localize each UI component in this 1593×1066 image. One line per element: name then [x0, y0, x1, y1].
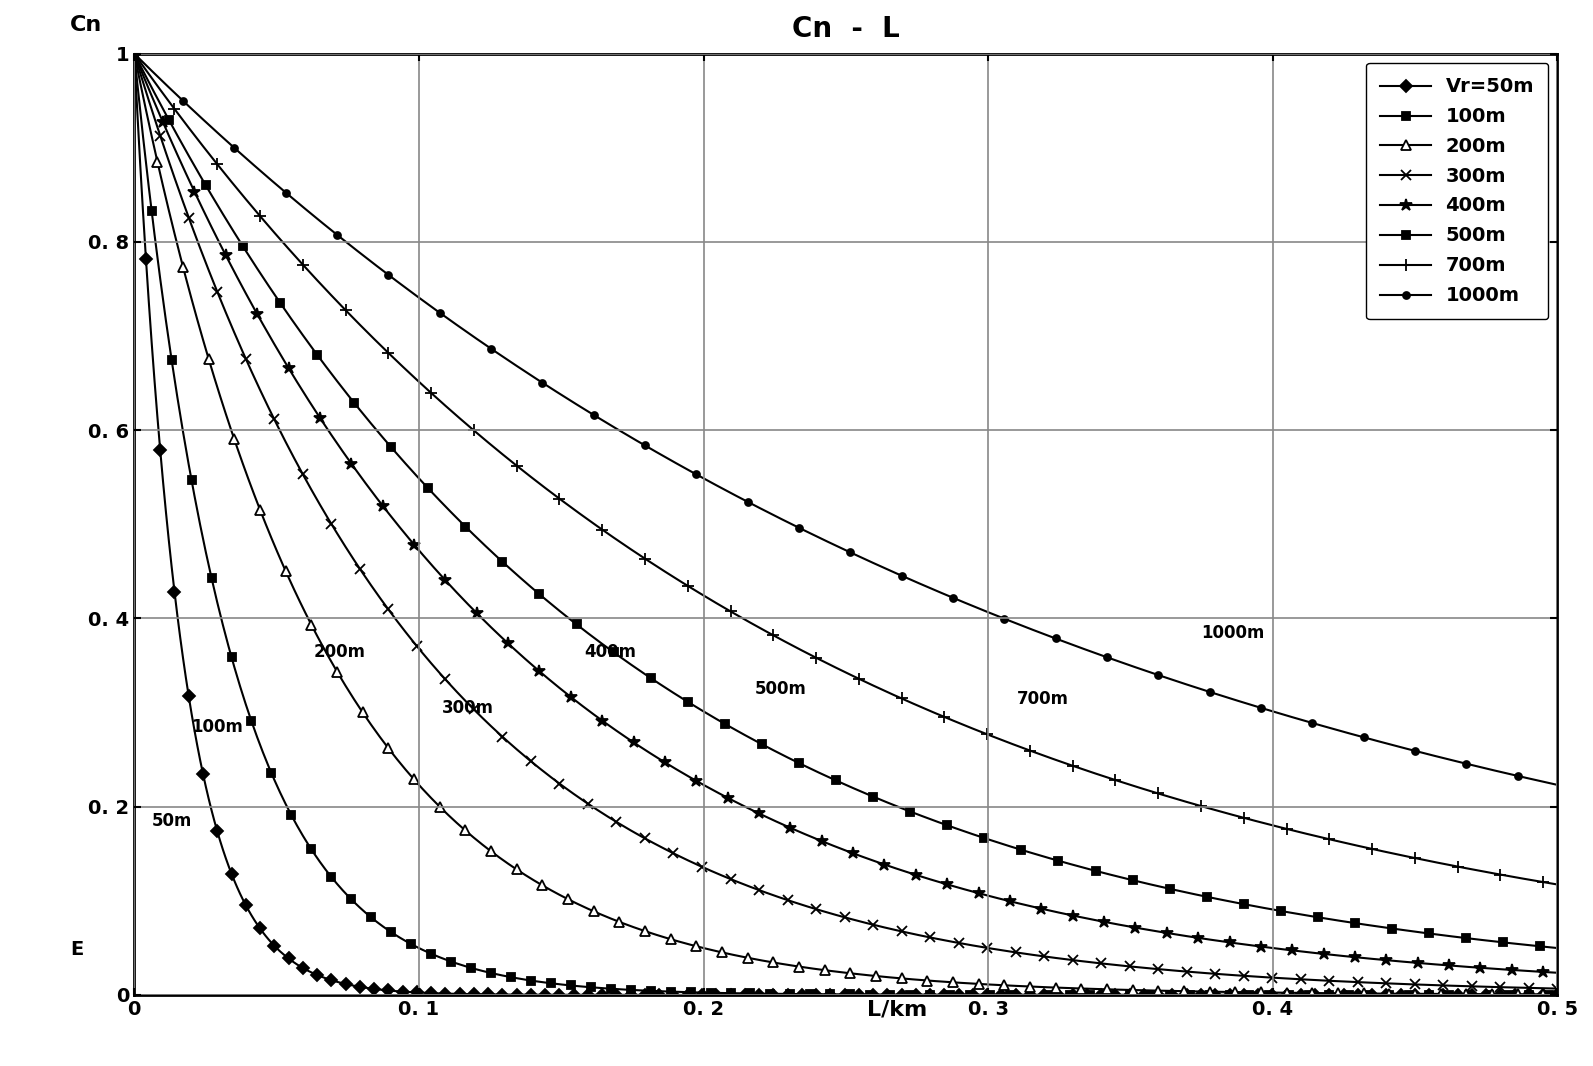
1000m — [1040, 630, 1059, 643]
Vr=50m — [1040, 988, 1059, 1001]
100m — [640, 984, 660, 997]
700m — [124, 47, 143, 60]
Vr=50m — [1058, 988, 1077, 1001]
300m — [535, 766, 554, 779]
Vr=50m — [640, 988, 660, 1001]
1000m — [124, 47, 143, 60]
500m — [1058, 857, 1077, 870]
400m — [1548, 967, 1568, 980]
400m — [1058, 908, 1077, 921]
300m — [1058, 953, 1077, 966]
300m — [1040, 951, 1059, 964]
400m — [476, 615, 495, 628]
200m — [1058, 982, 1077, 995]
1000m — [1548, 778, 1568, 791]
Vr=50m — [476, 988, 495, 1001]
1000m — [535, 378, 554, 391]
Line: 200m: 200m — [129, 49, 1563, 999]
500m — [476, 539, 495, 552]
Vr=50m — [535, 988, 554, 1001]
1000m — [1058, 636, 1077, 649]
100m — [124, 47, 143, 60]
100m — [535, 976, 554, 989]
500m — [1040, 852, 1059, 865]
200m — [1548, 988, 1568, 1001]
500m — [124, 47, 143, 60]
Vr=50m — [1548, 988, 1568, 1001]
200m — [640, 926, 660, 939]
Text: 700m: 700m — [1016, 690, 1069, 708]
500m — [1303, 910, 1322, 923]
Text: 100m: 100m — [191, 718, 244, 736]
Text: E: E — [70, 940, 83, 959]
700m — [1548, 878, 1568, 891]
400m — [1303, 947, 1322, 959]
400m — [640, 747, 660, 760]
400m — [535, 669, 554, 682]
Text: 200m: 200m — [314, 643, 366, 661]
300m — [476, 714, 495, 727]
Text: L/km: L/km — [867, 1000, 927, 1019]
Text: Cn: Cn — [70, 15, 102, 35]
200m — [535, 881, 554, 893]
300m — [1303, 973, 1322, 986]
100m — [1548, 988, 1568, 1001]
500m — [535, 593, 554, 605]
500m — [640, 672, 660, 684]
Text: 300m: 300m — [441, 699, 494, 717]
Line: 1000m: 1000m — [131, 50, 1561, 789]
1000m — [640, 442, 660, 455]
Line: Vr=50m: Vr=50m — [131, 49, 1561, 999]
200m — [1303, 987, 1322, 1000]
Text: 50m: 50m — [151, 812, 191, 830]
100m — [1303, 988, 1322, 1001]
1000m — [476, 338, 495, 351]
400m — [124, 47, 143, 60]
200m — [476, 840, 495, 853]
Vr=50m — [124, 47, 143, 60]
Legend: Vr=50m, 100m, 200m, 300m, 400m, 500m, 700m, 1000m: Vr=50m, 100m, 200m, 300m, 400m, 500m, 70… — [1367, 63, 1548, 320]
Line: 100m: 100m — [131, 49, 1561, 999]
700m — [1303, 828, 1322, 841]
200m — [124, 47, 143, 60]
100m — [476, 965, 495, 978]
Line: 700m: 700m — [127, 47, 1564, 891]
100m — [1058, 988, 1077, 1001]
Line: 500m: 500m — [131, 49, 1561, 952]
Text: 500m: 500m — [755, 680, 806, 698]
1000m — [1303, 716, 1322, 729]
700m — [1058, 758, 1077, 771]
700m — [476, 434, 495, 447]
Text: 400m: 400m — [585, 643, 636, 661]
300m — [124, 47, 143, 60]
700m — [1040, 752, 1059, 764]
Line: 300m: 300m — [129, 49, 1563, 994]
200m — [1040, 981, 1059, 994]
700m — [535, 482, 554, 495]
100m — [1040, 988, 1059, 1001]
Vr=50m — [1303, 988, 1322, 1001]
Line: 400m: 400m — [127, 47, 1564, 979]
300m — [1548, 982, 1568, 995]
500m — [1548, 941, 1568, 954]
700m — [640, 556, 660, 569]
Title: Cn  -  L: Cn - L — [792, 15, 900, 43]
Text: 1000m: 1000m — [1201, 624, 1265, 642]
400m — [1040, 904, 1059, 917]
300m — [640, 835, 660, 847]
